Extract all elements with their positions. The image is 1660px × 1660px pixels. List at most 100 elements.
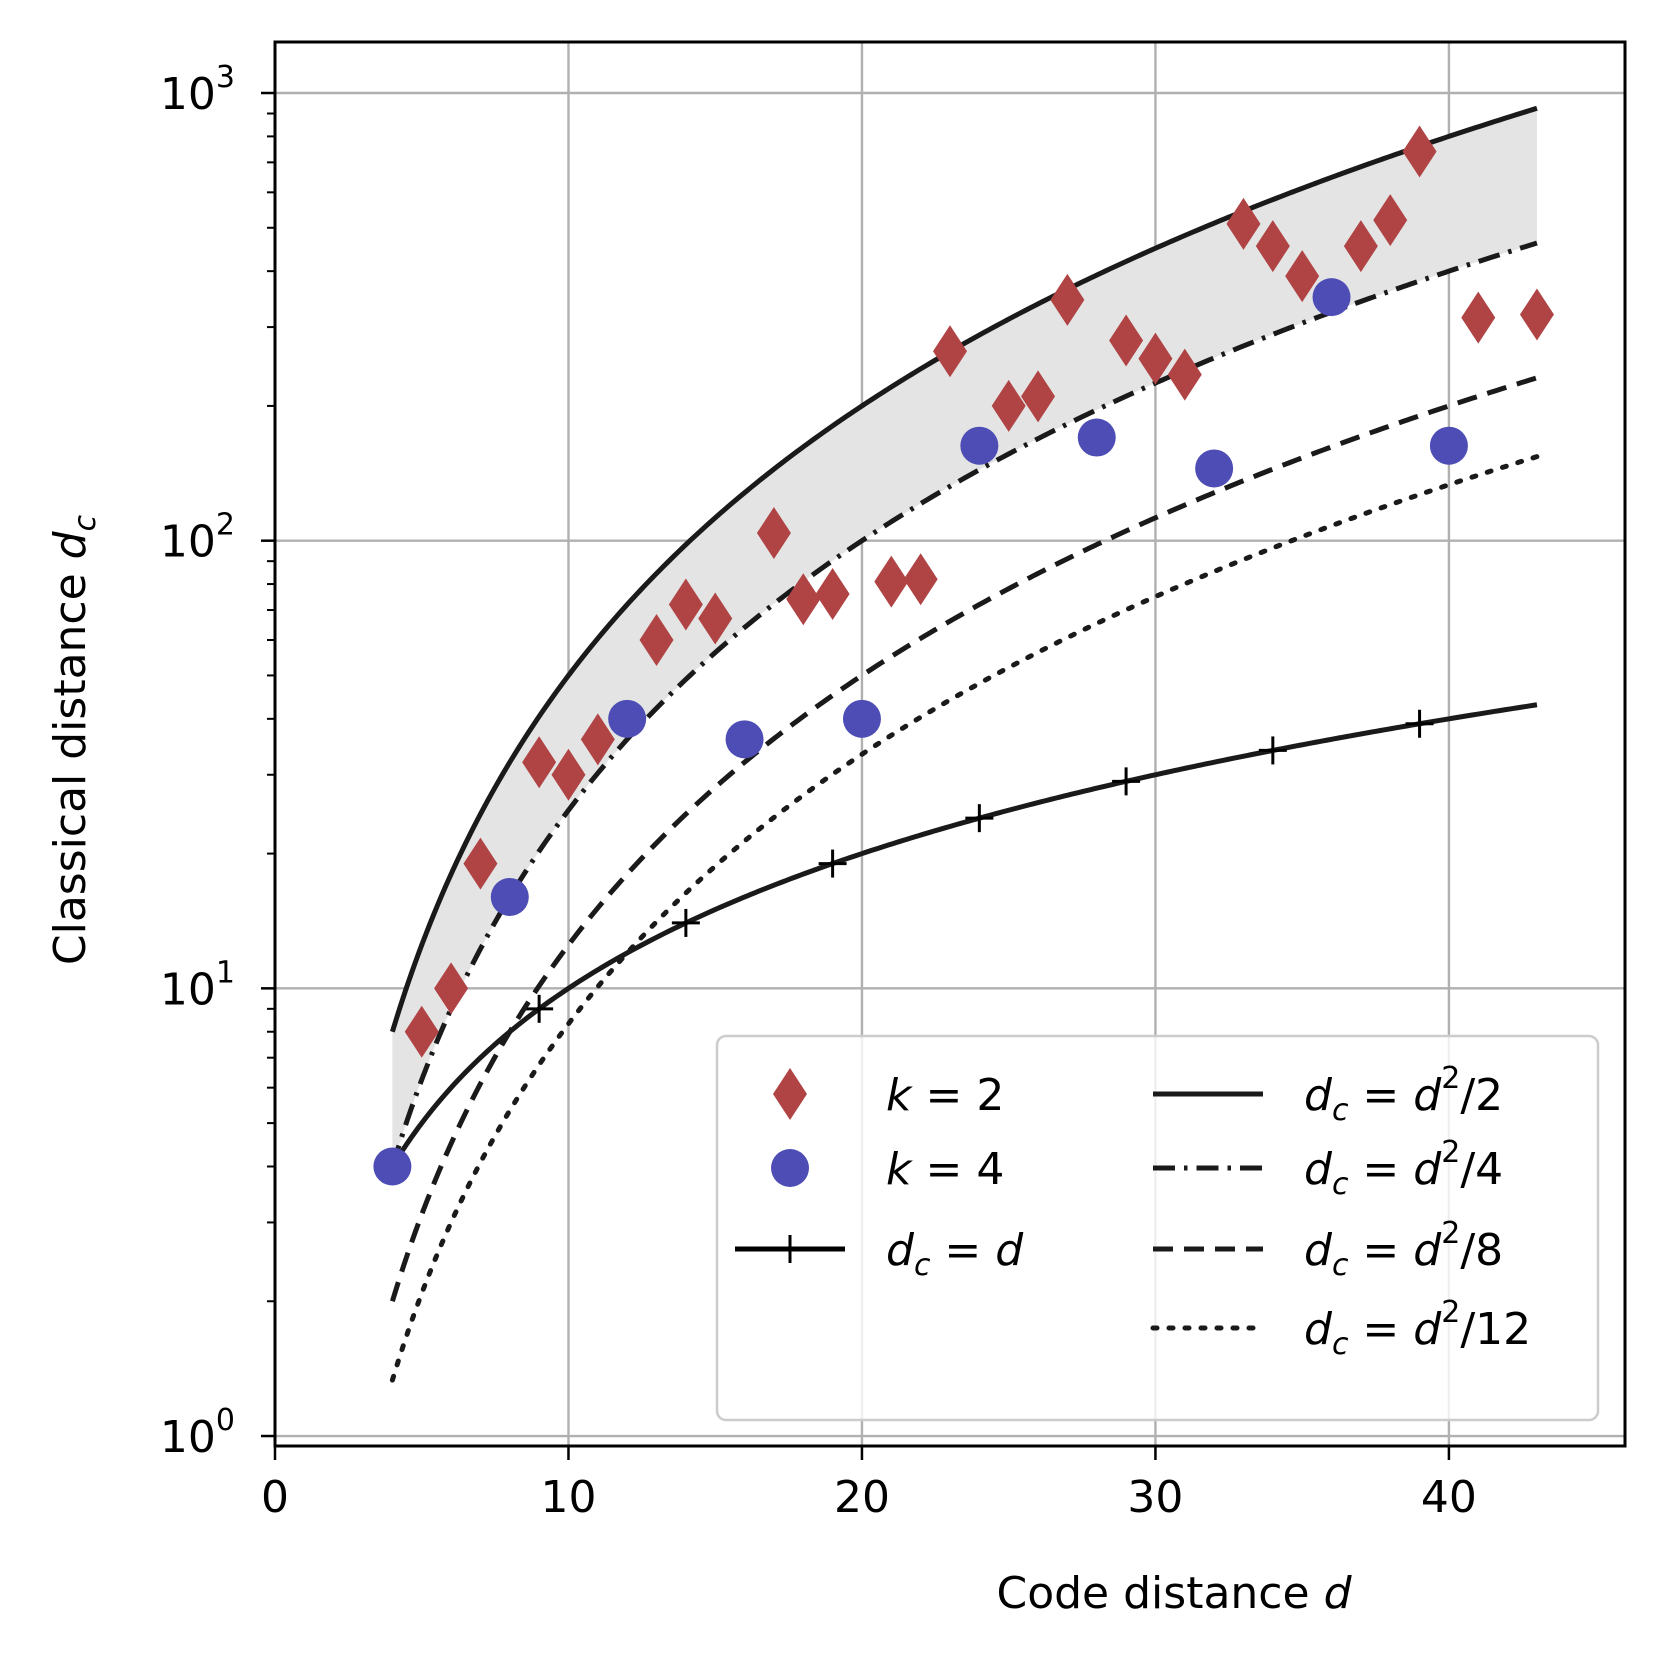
legend-label-k2-var: k (886, 1070, 925, 1121)
legend-label-sub: c (1332, 1327, 1349, 1362)
line-series (390, 105, 1538, 1033)
legend-label-k4: k = 4 (886, 1144, 1004, 1195)
data-point-k2 (580, 713, 615, 766)
legend-box (715, 1034, 1600, 1422)
legend-label-solid: dc = d2/2 (1304, 1061, 1503, 1128)
legend-label-denominator: /4 (1460, 1144, 1503, 1195)
legend-label-eq: = (1348, 1304, 1413, 1355)
data-point-k2 (1519, 288, 1554, 341)
y-tick-label: 103 (160, 60, 235, 120)
data-point-k2 (903, 553, 938, 606)
data-point-k4 (373, 1147, 412, 1186)
legend-label-dashed: dc = d2/8 (1304, 1216, 1503, 1283)
y-axis-label-text: Classical distance (45, 573, 96, 965)
line-series (390, 702, 1538, 1168)
data-point-k4 (1195, 449, 1234, 488)
legend-label-dotted: dc = d2/12 (1304, 1295, 1531, 1362)
legend-label-k4-value: 4 (962, 1144, 1004, 1195)
data-point-k2 (1109, 314, 1144, 367)
legend-label-sq-exp: 2 (1441, 1061, 1460, 1096)
x-axis-label-text: Code distance (996, 1568, 1309, 1619)
x-tick-label: 40 (1421, 1472, 1477, 1523)
data-point-k2 (1167, 348, 1202, 401)
data-point-k4 (842, 699, 881, 738)
legend-label-sub: c (914, 1248, 931, 1283)
plot-area (275, 42, 1625, 1446)
legend-label-var: d (1304, 1144, 1333, 1195)
legend-label-sq-var: d (1413, 1225, 1442, 1276)
legend-label-eq: = (930, 1225, 995, 1276)
y-tick-label: 102 (160, 508, 235, 568)
legend-label-sq-var: d (1413, 1070, 1442, 1121)
y-tick-label-base: 10 (160, 69, 216, 120)
y-axis-label-sub: c (68, 514, 103, 531)
data-point-k2 (639, 613, 674, 666)
legend-label-dashdot: dc = d2/4 (1304, 1135, 1503, 1202)
y-tick-label-exp: 1 (216, 955, 235, 990)
data-point-k2 (933, 325, 967, 378)
data-point-k2 (1255, 220, 1290, 273)
y-tick-label: 100 (160, 1403, 235, 1463)
data-point-k4 (960, 426, 999, 465)
legend-label-sub: c (1332, 1167, 1349, 1202)
data-point-k2 (1461, 291, 1496, 344)
data-point-k4 (1312, 278, 1351, 317)
y-tick-label-exp: 0 (216, 1403, 235, 1438)
x-tick-label: 30 (1127, 1472, 1183, 1523)
legend-label-eq: = (1348, 1144, 1413, 1195)
data-point-k2 (1343, 220, 1378, 273)
data-point-k2 (522, 736, 557, 789)
y-tick-label-base: 10 (160, 517, 216, 568)
legend-label-eq: = (925, 1070, 962, 1121)
legend-label-sub: c (1332, 1093, 1349, 1128)
legend-label-var: d (1304, 1304, 1333, 1355)
line-series (390, 375, 1538, 1302)
data-point-k2 (786, 573, 821, 626)
y-tick-label-base: 10 (160, 964, 216, 1015)
y-tick-label-exp: 2 (216, 508, 235, 543)
data-point-k2 (1373, 194, 1408, 247)
data-point-k2 (668, 578, 703, 631)
data-point-k4 (490, 877, 529, 916)
legend-label-k2: k = 2 (886, 1070, 1004, 1121)
legend-label-sub: c (1332, 1248, 1349, 1283)
y-tick-label: 101 (160, 955, 235, 1015)
legend-label-sq-var: d (1413, 1304, 1442, 1355)
data-point-k2 (1402, 125, 1437, 178)
legend-label-k2-value: 2 (962, 1070, 1004, 1121)
legend-label-denominator: /8 (1460, 1225, 1503, 1276)
data-point-k4 (1077, 418, 1116, 457)
y-tick-label-base: 10 (160, 1412, 216, 1463)
data-point-k2 (698, 592, 733, 645)
x-axis-label: Code distance d (996, 1568, 1352, 1619)
legend-label-denominator: /12 (1460, 1304, 1531, 1355)
y-axis-label: Classical distance dc (45, 514, 103, 965)
legend-label-sq-exp: 2 (1441, 1216, 1460, 1251)
legend-label-denominator: /2 (1460, 1070, 1503, 1121)
y-tick-label-exp: 3 (216, 60, 235, 95)
data-point-k2 (815, 568, 850, 621)
legend-label-eq: = (1348, 1225, 1413, 1276)
data-point-k2 (756, 507, 791, 560)
legend-label-rhs: d (995, 1225, 1024, 1276)
data-point-k2 (1138, 332, 1173, 385)
y-axis-label-var: d (45, 530, 96, 559)
data-point-k2 (463, 837, 498, 890)
legend-label-eq: = (925, 1144, 962, 1195)
data-point-k2 (874, 555, 909, 608)
data-point-k4 (608, 699, 647, 738)
x-tick-label: 20 (834, 1472, 890, 1523)
legend-label-eq: = (1348, 1070, 1413, 1121)
axis-labels: Code distance d Classical distance dc (45, 514, 1353, 1619)
legend: k = 2k = 4dc = ddc = d2/2dc = d2/4dc = d… (715, 1034, 1600, 1422)
legend-label-sq-exp: 2 (1441, 1135, 1460, 1170)
data-point-k4 (725, 720, 764, 759)
legend-label-var: d (1304, 1070, 1333, 1121)
legend-marker-k4 (771, 1149, 809, 1187)
x-tick-label: 10 (540, 1472, 596, 1523)
data-point-k2 (1021, 370, 1056, 423)
legend-label-var: d (1304, 1225, 1333, 1276)
legend-label-sq-exp: 2 (1441, 1295, 1460, 1330)
legend-marker-k2 (773, 1068, 807, 1120)
